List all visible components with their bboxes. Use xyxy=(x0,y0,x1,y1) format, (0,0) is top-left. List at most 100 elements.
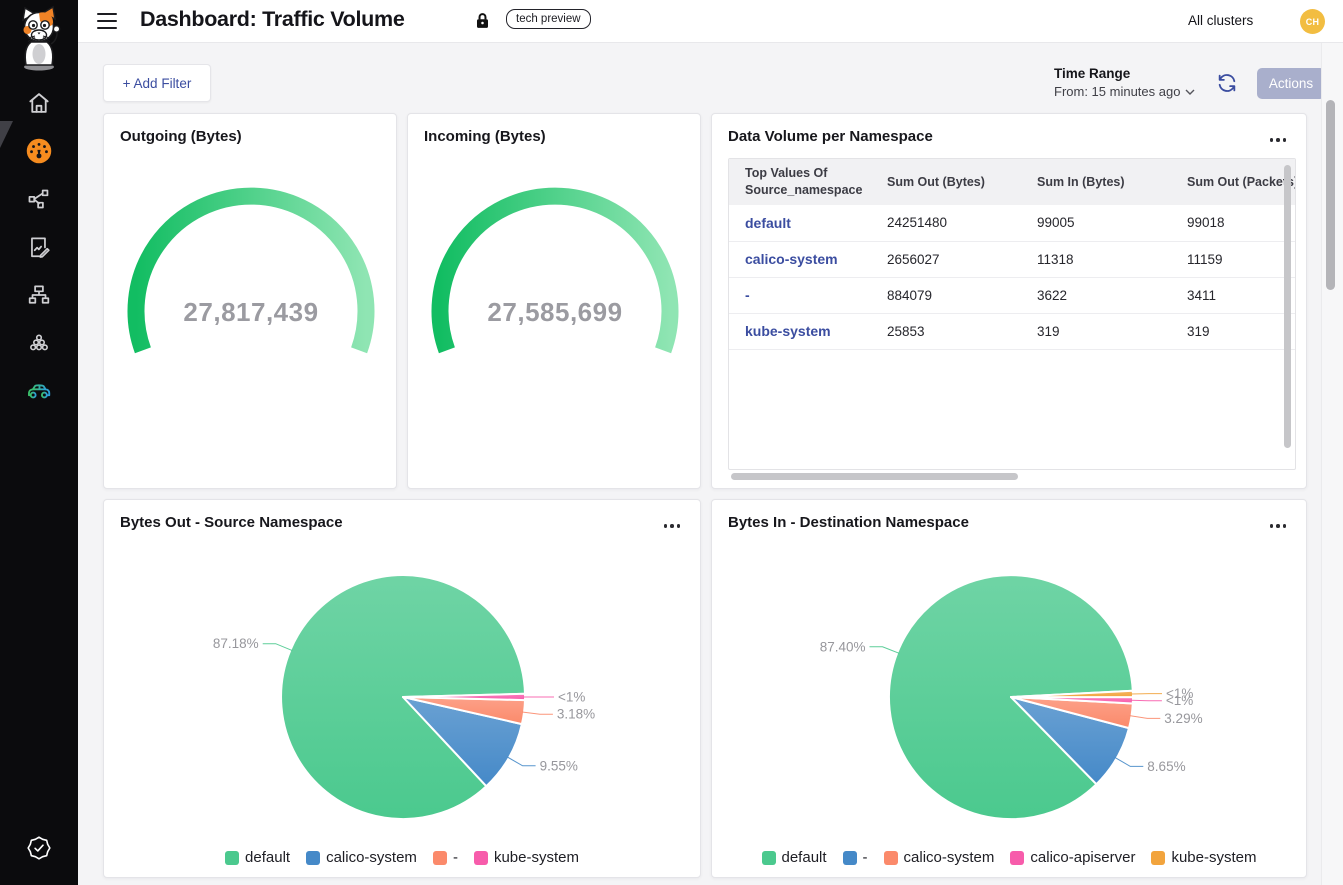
page-scrollbar-thumb[interactable] xyxy=(1326,100,1335,290)
pie-label: <1% xyxy=(558,690,585,705)
table-row: -884079 3622 3411 xyxy=(729,277,1295,314)
table-cell: 11159 xyxy=(1171,241,1295,278)
card-title: Bytes In - Destination Namespace xyxy=(728,514,969,531)
sidebar-item-dashboards[interactable] xyxy=(17,129,61,173)
legend-item-default[interactable]: default xyxy=(225,849,290,866)
pie-label-line xyxy=(1129,715,1161,719)
namespace-table: Top Values Of Source_namespace Sum Out (… xyxy=(728,158,1296,470)
card-menu-dots-icon[interactable] xyxy=(1266,134,1291,146)
calico-cat-logo-image xyxy=(22,5,61,71)
table-cell: 25853 xyxy=(871,313,1021,350)
table-cell: 11318 xyxy=(1021,241,1171,278)
legend-swatch xyxy=(761,850,776,865)
legend-item-kube-system[interactable]: kube-system xyxy=(473,849,579,866)
cluster-selector[interactable]: All clusters xyxy=(1188,13,1254,28)
calico-cat-logo[interactable] xyxy=(11,4,67,74)
add-filter-button[interactable]: + Add Filter xyxy=(103,64,211,102)
legend-swatch xyxy=(1151,850,1166,865)
table-cell: 2656027 xyxy=(871,241,1021,278)
legend-swatch xyxy=(432,850,447,865)
col-header-namespace[interactable]: Top Values Of Source_namespace xyxy=(729,159,871,205)
legend-swatch xyxy=(306,850,321,865)
pie-label: 87.40% xyxy=(820,639,866,654)
legend-label: default xyxy=(245,849,291,866)
pie-label: 8.65% xyxy=(1147,759,1185,774)
legend-swatch xyxy=(225,850,240,865)
sidebar-item-reports[interactable] xyxy=(17,225,61,269)
pie-label-line xyxy=(506,756,536,767)
table-cell: 3622 xyxy=(1021,277,1171,314)
sidebar-item-clusters[interactable] xyxy=(17,321,61,365)
legend-item-default[interactable]: default xyxy=(761,849,827,866)
gauge-arc xyxy=(431,187,679,354)
legend-label: kube-system xyxy=(1171,849,1257,866)
legend-swatch xyxy=(473,850,488,865)
namespace-link[interactable]: kube-system xyxy=(729,313,871,350)
legend-item--[interactable]: - xyxy=(842,849,868,866)
legend-item-calico-system[interactable]: calico-system xyxy=(306,849,417,866)
content-area: + Add Filter Time Range From: 15 minutes… xyxy=(78,43,1343,885)
sidebar-item-network-topology[interactable] xyxy=(17,273,61,317)
sidebar-item-home[interactable] xyxy=(17,81,61,125)
col-header-sum-in-bytes[interactable]: Sum In (Bytes) xyxy=(1021,159,1171,205)
legend-label: - xyxy=(862,849,868,866)
gauge-arc xyxy=(127,187,375,354)
avatar[interactable]: CH xyxy=(1300,9,1325,34)
col-header-sum-out-bytes[interactable]: Sum Out (Bytes) xyxy=(871,159,1021,205)
col-header-sum-out-packets[interactable]: Sum Out (Packets) xyxy=(1171,159,1295,205)
legend-swatch xyxy=(883,850,898,865)
table-horizontal-scrollbar[interactable] xyxy=(731,473,1018,480)
namespace-link[interactable]: calico-system xyxy=(729,241,871,278)
refresh-icon xyxy=(1218,74,1236,92)
bytes-out-pie-chart: 87.18% 9.55% 3.18% <1% xyxy=(213,574,595,821)
sidebar-item-verified[interactable] xyxy=(17,826,61,870)
namespace-link[interactable]: default xyxy=(729,205,871,242)
card-bytes-in-pie: Bytes In - Destination Namespace 87.40% 8… xyxy=(711,499,1307,878)
legend-item-kube-system[interactable]: kube-system xyxy=(1151,849,1256,866)
pie-legend: default - calico-system calico-apiserver kub… xyxy=(712,849,1306,866)
pie-label: 9.55% xyxy=(540,758,578,773)
legend-item-calico-system[interactable]: calico-system xyxy=(883,849,995,866)
table-row: calico-system 2656027 11318 11159 xyxy=(729,241,1295,278)
pie-legend: default calico-system - kube-system xyxy=(104,849,700,866)
legend-item--[interactable]: - xyxy=(432,849,458,866)
time-range-value[interactable]: From: 15 minutes ago xyxy=(1054,84,1195,99)
table-cell: 99005 xyxy=(1021,205,1171,242)
card-menu-dots-icon[interactable] xyxy=(1266,520,1291,532)
refresh-button[interactable] xyxy=(1216,72,1238,94)
table-header-row: Top Values Of Source_namespace Sum Out (… xyxy=(729,159,1295,205)
time-range-label: Time Range xyxy=(1054,66,1131,81)
table-vertical-scrollbar[interactable] xyxy=(1284,165,1291,448)
legend-swatch xyxy=(842,850,857,865)
card-title: Data Volume per Namespace xyxy=(728,128,933,145)
pie-label-line xyxy=(262,643,293,652)
sidebar-item-whisker[interactable] xyxy=(17,368,61,412)
legend-label: calico-apiserver xyxy=(1030,849,1136,866)
table-cell: 319 xyxy=(1021,313,1171,350)
table-row: default 24251480 99005 99018 xyxy=(729,205,1295,242)
outgoing-gauge: 27,817,439 xyxy=(127,187,375,354)
pie-label: 3.18% xyxy=(557,707,595,722)
page-title: Dashboard: Traffic Volume xyxy=(140,7,405,31)
table-cell: 24251480 xyxy=(871,205,1021,242)
service-graph-icon xyxy=(28,189,49,209)
legend-label: - xyxy=(452,849,458,866)
sidebar-item-service-graph[interactable] xyxy=(17,177,61,221)
legend-swatch xyxy=(1010,850,1025,865)
table-cell: 319 xyxy=(1171,313,1295,350)
legend-label: kube-system xyxy=(493,849,579,866)
sidebar xyxy=(0,0,78,885)
lock-icon xyxy=(474,12,491,35)
menu-hamburger-icon[interactable] xyxy=(97,13,117,29)
incoming-gauge: 27,585,699 xyxy=(431,187,679,354)
pie-label: <1% xyxy=(1166,693,1193,708)
pie-label-line xyxy=(522,711,553,715)
namespace-link[interactable]: - xyxy=(729,277,871,314)
cluster-nodes-icon xyxy=(30,334,48,351)
namespace-table-body: default 24251480 99005 99018 calico-system 26… xyxy=(729,205,1295,350)
legend-item-calico-apiserver[interactable]: calico-apiserver xyxy=(1010,849,1135,866)
actions-button[interactable]: Actions xyxy=(1257,68,1325,99)
card-bytes-out-pie: Bytes Out - Source Namespace 87.18% 9.55%… xyxy=(103,499,701,878)
card-menu-dots-icon[interactable] xyxy=(660,520,685,532)
legend-label: calico-system xyxy=(903,849,995,866)
